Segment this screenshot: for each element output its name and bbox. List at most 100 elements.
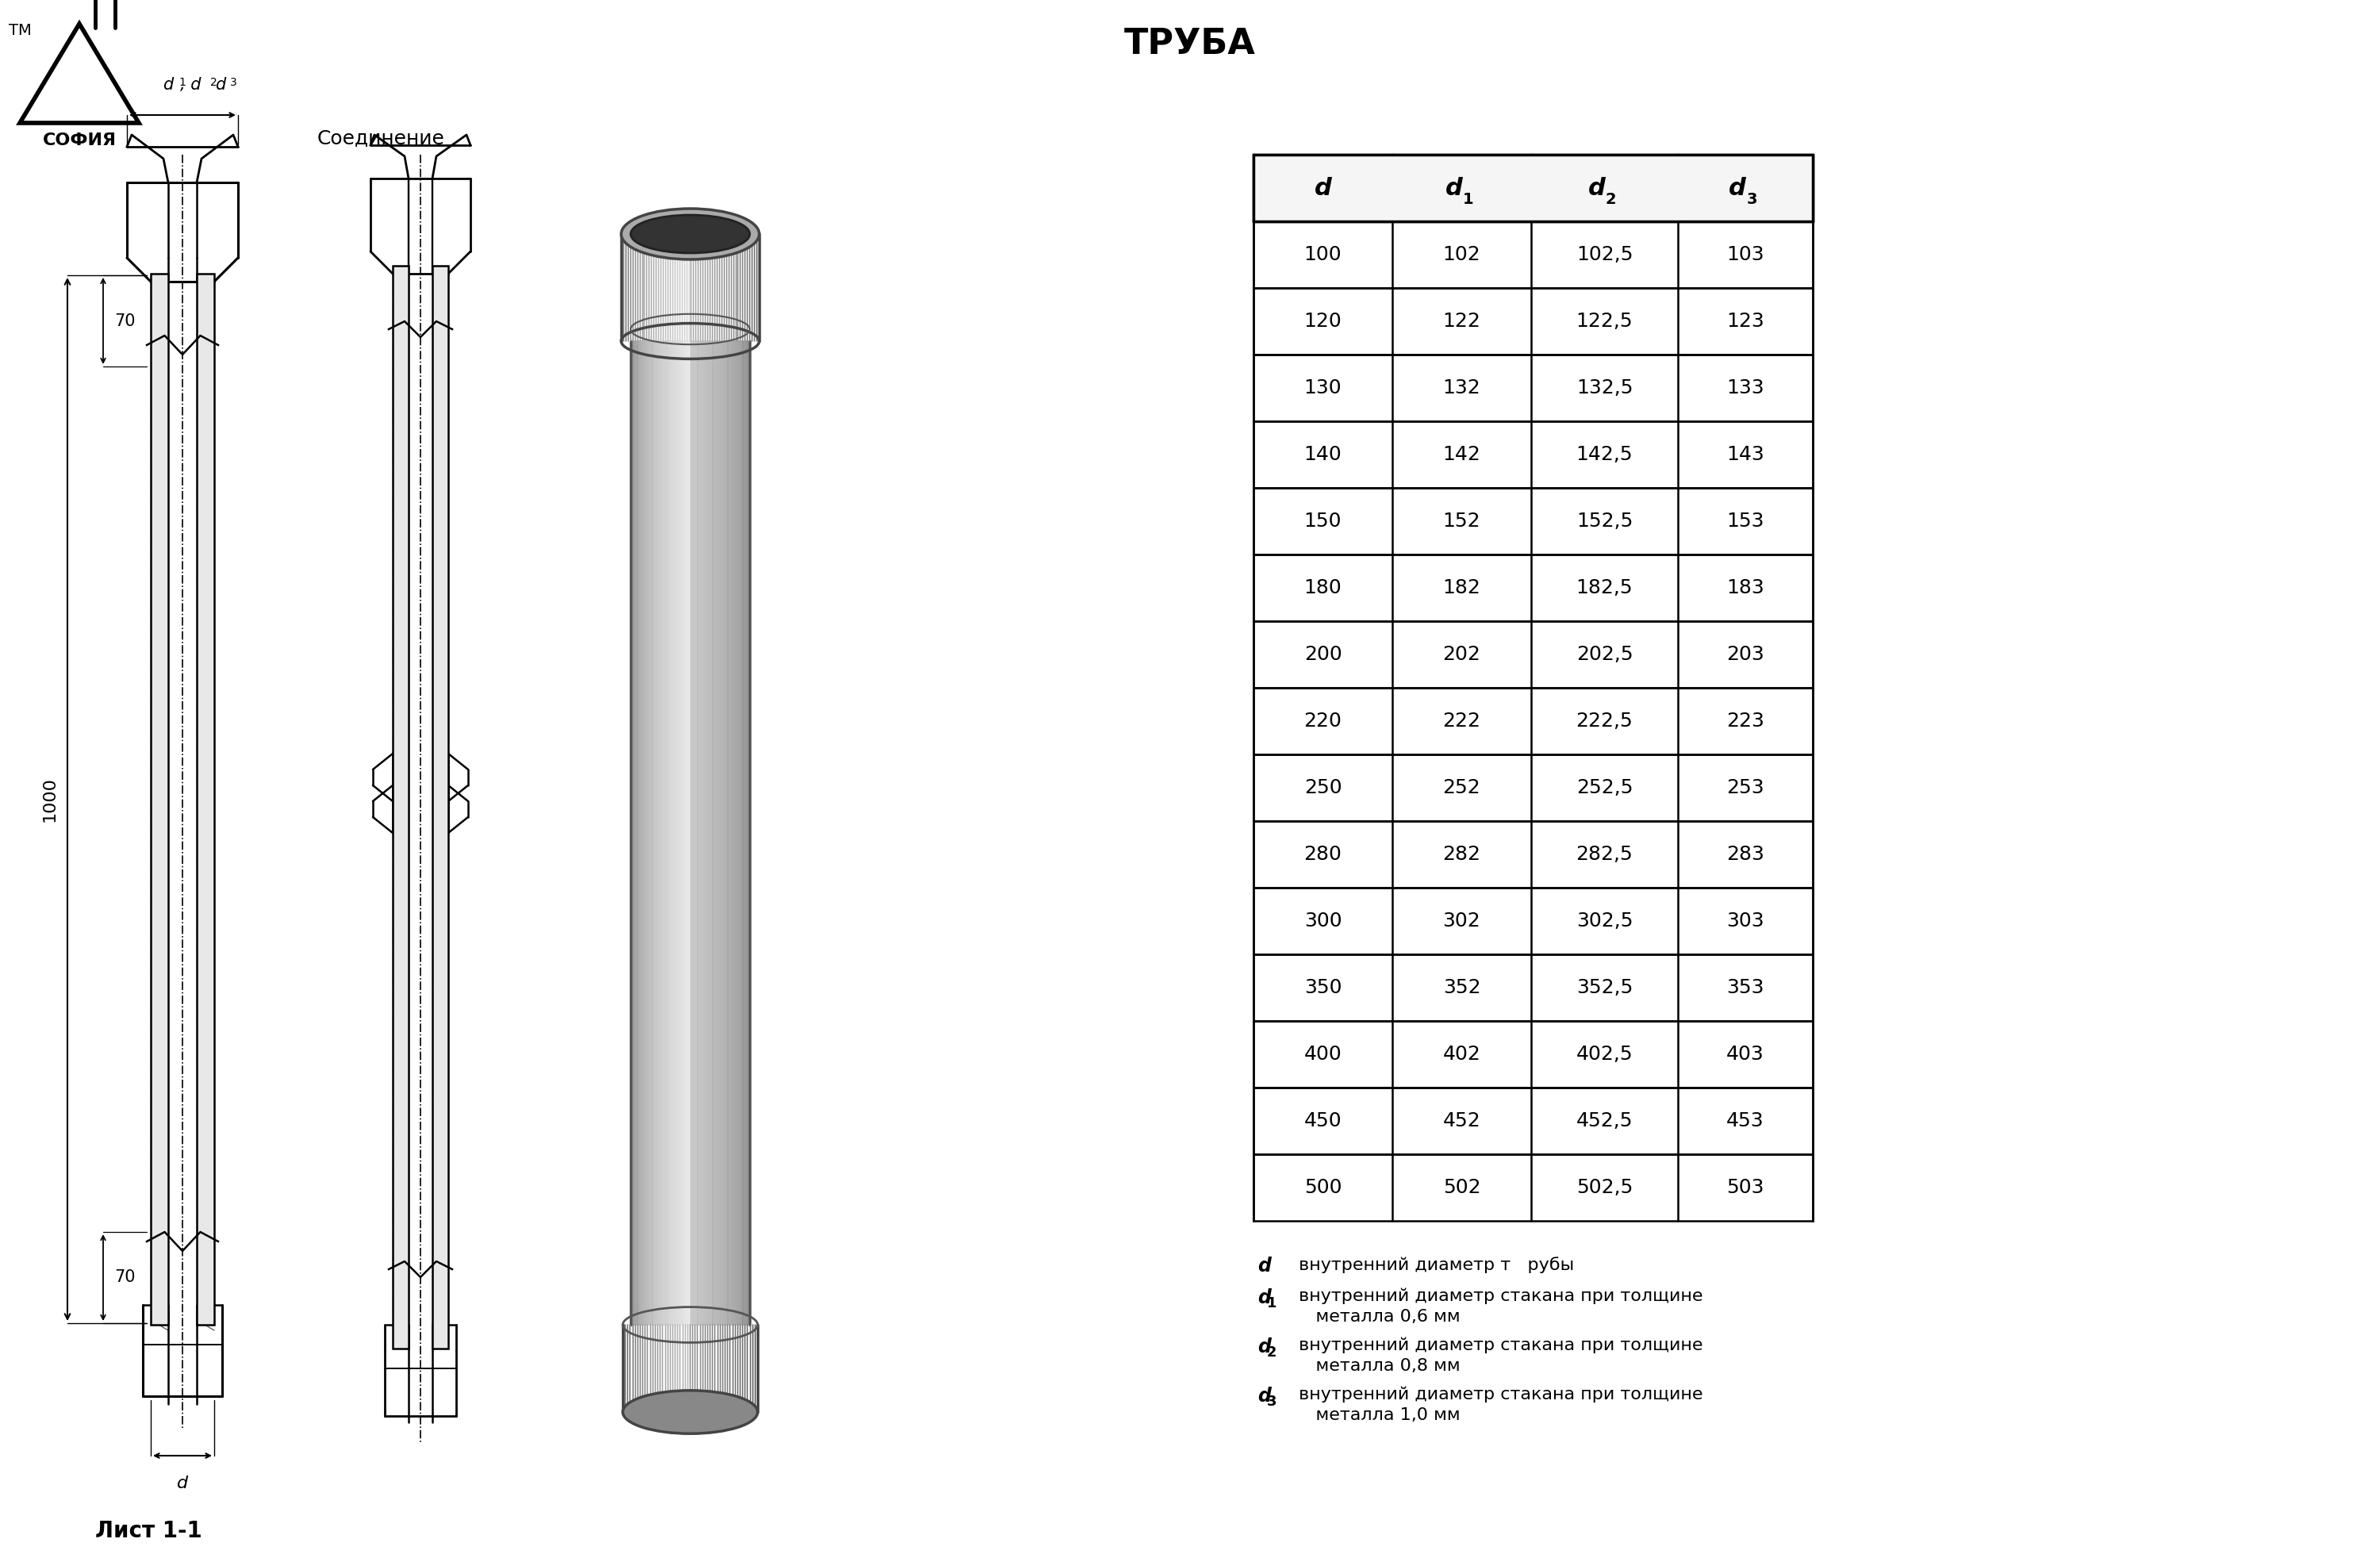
Text: 280: 280	[1304, 844, 1342, 863]
Text: 150: 150	[1304, 511, 1342, 531]
Text: 3: 3	[231, 76, 238, 89]
Text: 203: 203	[1726, 645, 1764, 664]
Text: 152,5: 152,5	[1576, 511, 1633, 531]
Bar	[1254, 355, 1814, 421]
Text: 452: 452	[1442, 1111, 1480, 1131]
Text: 142,5: 142,5	[1576, 446, 1633, 464]
Text: 303: 303	[1726, 911, 1764, 930]
Text: 252: 252	[1442, 777, 1480, 798]
Bar	[1254, 488, 1814, 555]
Text: 70: 70	[114, 1270, 136, 1285]
Text: 282,5: 282,5	[1576, 844, 1633, 863]
Bar	[1254, 1020, 1814, 1087]
Text: 2: 2	[1266, 1346, 1276, 1360]
Text: d: d	[1587, 176, 1604, 199]
Text: 253: 253	[1726, 777, 1764, 798]
Text: 352: 352	[1442, 978, 1480, 997]
Text: 302,5: 302,5	[1576, 911, 1633, 930]
Text: 143: 143	[1726, 446, 1764, 464]
Text: 122: 122	[1442, 312, 1480, 330]
Text: 182: 182	[1442, 578, 1480, 597]
Bar	[1254, 754, 1814, 821]
Text: 353: 353	[1726, 978, 1764, 997]
Text: d: d	[1257, 1257, 1271, 1276]
Text: 403: 403	[1726, 1045, 1764, 1064]
Text: 120: 120	[1304, 312, 1342, 330]
Text: d: d	[1314, 176, 1330, 199]
Text: 352,5: 352,5	[1576, 978, 1633, 997]
Text: 1: 1	[178, 76, 186, 89]
Text: 1: 1	[1464, 192, 1473, 207]
Text: 1: 1	[1266, 1296, 1276, 1310]
Bar	[1254, 687, 1814, 754]
Text: 300: 300	[1304, 911, 1342, 930]
Text: Лист 1-1: Лист 1-1	[95, 1521, 202, 1542]
Text: внутренний диаметр стакана при толщине: внутренний диаметр стакана при толщине	[1292, 1288, 1704, 1304]
Text: 302: 302	[1442, 911, 1480, 930]
Text: 102: 102	[1442, 245, 1480, 265]
Text: 502: 502	[1442, 1178, 1480, 1197]
Text: 222: 222	[1442, 712, 1480, 731]
Text: 450: 450	[1304, 1111, 1342, 1131]
Bar	[150, 274, 169, 1324]
Ellipse shape	[621, 209, 759, 259]
Text: 152: 152	[1442, 511, 1480, 531]
Text: 100: 100	[1304, 245, 1342, 265]
Text: металла 0,8 мм: металла 0,8 мм	[1292, 1359, 1461, 1374]
Bar	[198, 274, 214, 1324]
Bar	[393, 266, 409, 1349]
Text: 453: 453	[1726, 1111, 1764, 1131]
Text: 123: 123	[1726, 312, 1764, 330]
Text: внутренний диаметр стакана при толщине: внутренний диаметр стакана при толщине	[1292, 1387, 1704, 1402]
Text: d: d	[162, 76, 174, 93]
Text: ТРУБА: ТРУБА	[1123, 26, 1257, 61]
Text: 140: 140	[1304, 446, 1342, 464]
Text: 250: 250	[1304, 777, 1342, 798]
Text: d: d	[1257, 1337, 1271, 1357]
Text: 182,5: 182,5	[1576, 578, 1633, 597]
Text: 133: 133	[1726, 379, 1764, 397]
Text: 223: 223	[1726, 712, 1764, 731]
Text: внутренний диаметр т   рубы: внутренний диаметр т рубы	[1292, 1257, 1573, 1273]
Text: 400: 400	[1304, 1045, 1342, 1064]
Bar	[433, 266, 447, 1349]
Text: 200: 200	[1304, 645, 1342, 664]
Text: 283: 283	[1726, 844, 1764, 863]
Text: , d: , d	[181, 76, 200, 93]
Text: d: d	[214, 76, 226, 93]
Bar	[1254, 888, 1814, 955]
Bar	[1254, 622, 1814, 687]
Bar	[1254, 421, 1814, 488]
Text: металла 1,0 мм: металла 1,0 мм	[1292, 1407, 1461, 1422]
Text: 1000: 1000	[43, 777, 57, 821]
Text: 122,5: 122,5	[1576, 312, 1633, 330]
Text: Соединение: Соединение	[317, 129, 445, 148]
Text: металла 0,6 мм: металла 0,6 мм	[1292, 1309, 1461, 1324]
Text: 503: 503	[1726, 1178, 1764, 1197]
Bar	[1254, 955, 1814, 1020]
Text: d: d	[1257, 1288, 1271, 1307]
Text: 500: 500	[1304, 1178, 1342, 1197]
Bar	[1254, 288, 1814, 355]
Bar	[1254, 221, 1814, 288]
Text: 132,5: 132,5	[1576, 379, 1633, 397]
Text: 132: 132	[1442, 379, 1480, 397]
Text: 103: 103	[1726, 245, 1764, 265]
Text: 350: 350	[1304, 978, 1342, 997]
Ellipse shape	[624, 1390, 757, 1433]
Bar	[1254, 555, 1814, 622]
Text: 220: 220	[1304, 712, 1342, 731]
Text: внутренний диаметр стакана при толщине: внутренний диаметр стакана при толщине	[1292, 1337, 1704, 1354]
Text: 2: 2	[1607, 192, 1616, 207]
Text: 502,5: 502,5	[1576, 1178, 1633, 1197]
Bar	[1254, 154, 1814, 221]
Text: d: d	[176, 1475, 188, 1491]
Text: 202: 202	[1442, 645, 1480, 664]
Text: 202,5: 202,5	[1576, 645, 1633, 664]
Text: 153: 153	[1726, 511, 1764, 531]
Text: 3: 3	[1747, 192, 1756, 207]
Text: 180: 180	[1304, 578, 1342, 597]
Text: 252,5: 252,5	[1576, 777, 1633, 798]
Text: СОФИЯ: СОФИЯ	[43, 132, 117, 148]
Text: 402: 402	[1442, 1045, 1480, 1064]
